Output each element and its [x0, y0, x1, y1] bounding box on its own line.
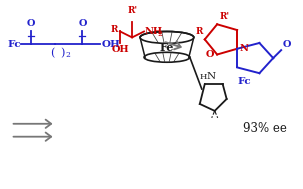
Text: O: O	[26, 19, 35, 29]
Text: N: N	[239, 44, 248, 53]
Text: O: O	[206, 50, 214, 59]
Text: ): )	[60, 48, 65, 59]
Text: OH: OH	[101, 40, 120, 49]
Text: OH: OH	[111, 45, 129, 54]
Text: (: (	[51, 48, 55, 59]
Text: 2: 2	[157, 30, 162, 38]
Text: O: O	[78, 19, 86, 29]
Text: Fc: Fc	[8, 40, 21, 49]
Text: 2: 2	[65, 51, 70, 59]
Text: Fc: Fc	[238, 77, 251, 86]
Text: R': R'	[219, 12, 229, 21]
Text: NH: NH	[145, 27, 163, 36]
Text: N: N	[206, 72, 215, 81]
Text: 93% ee: 93% ee	[242, 122, 286, 135]
Text: R': R'	[128, 6, 138, 15]
Text: R: R	[111, 25, 118, 34]
Text: R: R	[195, 27, 203, 36]
Text: H: H	[199, 73, 206, 81]
Text: O: O	[282, 40, 291, 49]
Text: Fe: Fe	[160, 42, 174, 53]
